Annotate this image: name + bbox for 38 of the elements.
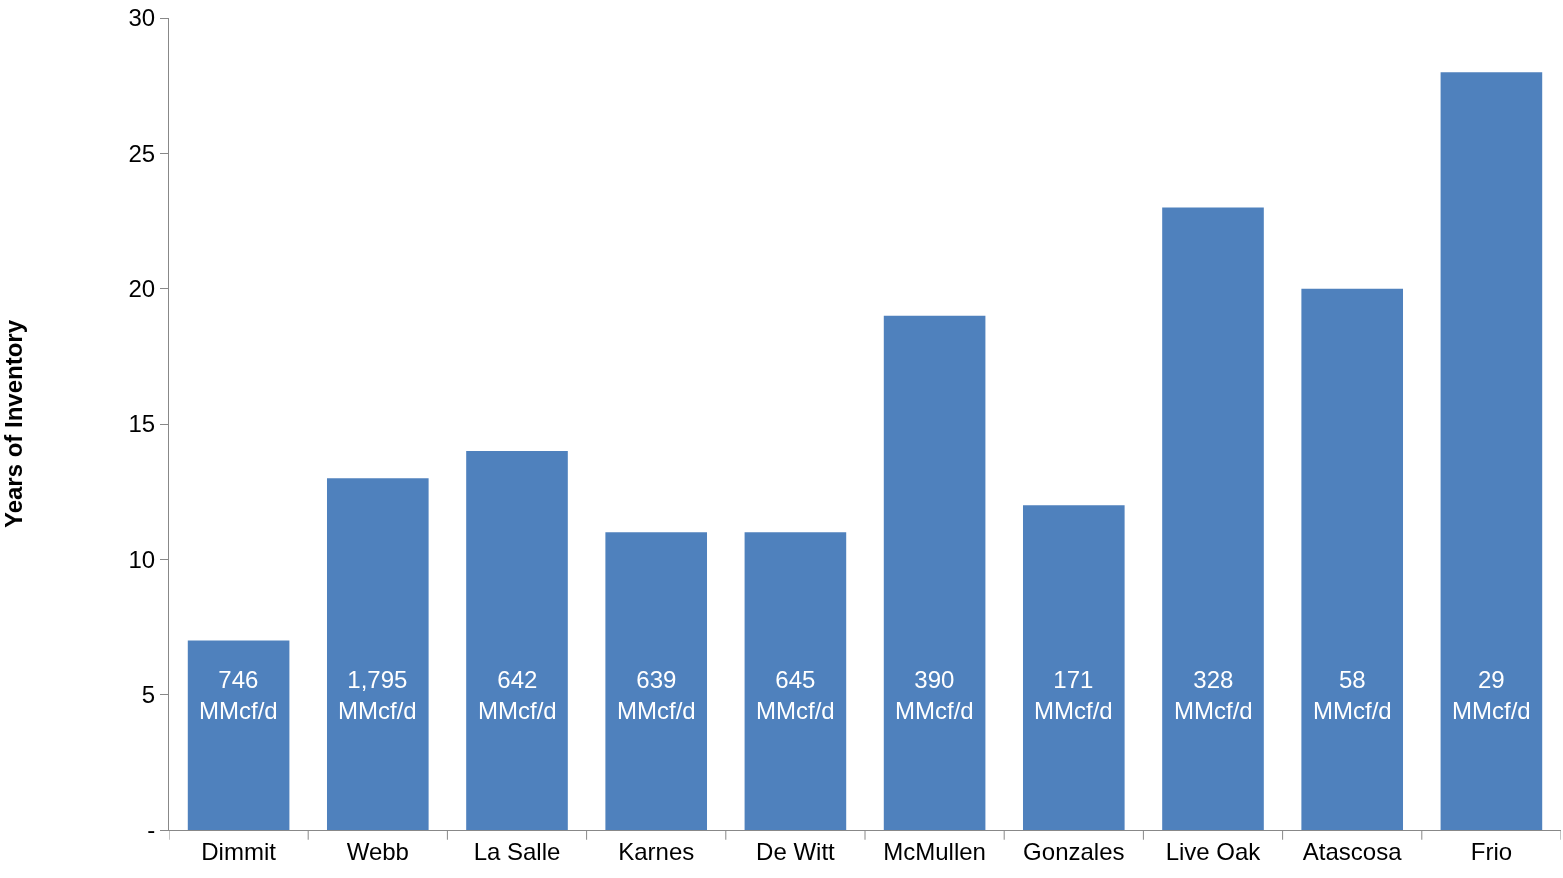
bar <box>605 532 708 830</box>
annotation: 642 MMcf/d <box>478 666 557 725</box>
y-tick-label: 20 <box>128 275 156 303</box>
x-tick-label: McMullen <box>883 837 986 865</box>
y-tick-label: 10 <box>128 545 156 573</box>
annotation: 58 MMcf/d <box>1313 666 1392 725</box>
y-tick-label: 30 <box>128 4 156 32</box>
annotation: 1,795 MMcf/d <box>338 666 417 725</box>
bar <box>1440 72 1543 830</box>
y-tick-label: - <box>147 816 156 844</box>
x-tick-label: Gonzales <box>1023 837 1125 865</box>
x-tick-label: La Salle <box>473 837 561 865</box>
annotation: 746 MMcf/d <box>199 666 278 725</box>
bar <box>883 315 986 830</box>
annotation: 171 MMcf/d <box>1034 666 1113 725</box>
annotation: 390 MMcf/d <box>895 666 974 725</box>
annotation: 645 MMcf/d <box>756 666 835 725</box>
y-tick-label: 5 <box>141 681 156 709</box>
x-tick-label: Live Oak <box>1165 837 1262 865</box>
annotation: 639 MMcf/d <box>617 666 696 725</box>
annotation: 328 MMcf/d <box>1174 666 1253 725</box>
bar <box>1301 288 1404 830</box>
bar <box>466 451 568 830</box>
bar <box>187 640 290 830</box>
x-tick-label: Atascosa <box>1302 837 1403 865</box>
y-tick-label: 25 <box>128 139 156 167</box>
y-tick-label: 15 <box>128 410 156 438</box>
bar <box>1162 207 1264 830</box>
annotation: 29 MMcf/d <box>1452 666 1531 725</box>
x-tick-label: De Witt <box>756 837 836 865</box>
x-tick-label: Frio <box>1470 837 1513 865</box>
bar <box>326 478 429 830</box>
bar <box>1022 505 1125 830</box>
bar <box>744 532 847 830</box>
x-tick-label: Dimmit <box>201 837 277 865</box>
y-axis-title: Years of Inventory <box>0 319 27 529</box>
x-tick-label: Karnes <box>618 837 695 865</box>
x-tick-label: Webb <box>346 837 409 865</box>
